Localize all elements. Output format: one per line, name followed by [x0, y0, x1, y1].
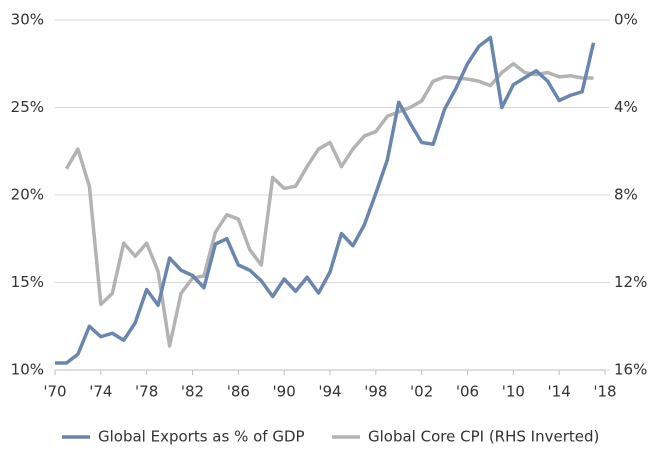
y2-tick-label: 16%	[614, 361, 647, 379]
x-tick-label: '18	[593, 383, 616, 401]
x-tick-label: '06	[456, 383, 479, 401]
y-tick-label: 15%	[11, 273, 44, 291]
legend-label: Global Exports as % of GDP	[98, 428, 305, 446]
y2-tick-label: 0%	[614, 11, 638, 29]
series-line	[55, 35, 596, 365]
y-tick-label: 25%	[11, 98, 44, 116]
y2-tick-label: 12%	[614, 273, 647, 291]
x-tick-label: '74	[89, 383, 112, 401]
x-tick-label: '14	[548, 383, 571, 401]
y-tick-label: 10%	[11, 361, 44, 379]
x-tick-label: '90	[273, 383, 296, 401]
x-tick-label: '02	[410, 383, 433, 401]
y2-tick-label: 4%	[614, 98, 638, 116]
legend-label: Global Core CPI (RHS Inverted)	[368, 428, 599, 446]
x-tick-label: '10	[502, 383, 525, 401]
x-tick-label: '82	[181, 383, 204, 401]
x-tick-label: '98	[364, 383, 387, 401]
y-tick-label: 30%	[11, 11, 44, 29]
x-tick-label: '86	[227, 383, 250, 401]
x-tick-label: '70	[43, 383, 66, 401]
y-tick-label: 20%	[11, 186, 44, 204]
x-tick-label: '78	[135, 383, 158, 401]
x-tick-label: '94	[318, 383, 341, 401]
y2-tick-label: 8%	[614, 186, 638, 204]
series-line	[64, 62, 594, 348]
